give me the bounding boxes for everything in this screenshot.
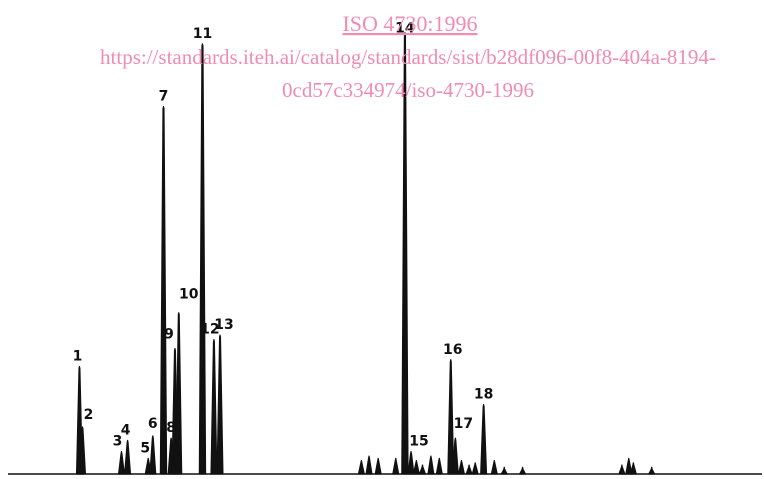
peak-label-17: 17 — [454, 416, 473, 432]
peak-11 — [198, 43, 207, 475]
minor-peak-6 — [418, 464, 426, 475]
minor-peak-4 — [392, 457, 400, 475]
minor-peak-14 — [519, 466, 527, 475]
peak-label-6: 6 — [148, 416, 158, 432]
minor-peak-10 — [465, 464, 473, 475]
peak-label-14: 14 — [395, 21, 415, 37]
peak-label-13: 13 — [214, 317, 233, 333]
peak-4 — [124, 439, 132, 475]
peak-2 — [79, 426, 87, 475]
peak-10 — [175, 312, 183, 475]
watermark: ISO 4730:1996 https://standards.iteh.ai/… — [100, 11, 716, 102]
peak-17 — [451, 437, 459, 475]
peak-label-16: 16 — [443, 342, 462, 358]
peak-label-3: 3 — [113, 434, 123, 450]
peak-12 — [210, 339, 218, 475]
peak-label-12: 12 — [200, 322, 219, 338]
watermark-url-line1[interactable]: https://standards.iteh.ai/catalog/standa… — [100, 45, 716, 69]
peak-label-9: 9 — [164, 327, 174, 343]
minor-peak-5 — [412, 459, 420, 475]
minor-peak-15 — [618, 464, 626, 475]
minor-peak-8 — [435, 457, 443, 475]
minor-peak-1 — [357, 459, 365, 475]
minor-peak-12 — [490, 459, 498, 475]
peak-7 — [159, 106, 168, 475]
minor-peak-17 — [629, 462, 637, 475]
peak-label-8: 8 — [166, 420, 176, 436]
peak-18 — [480, 403, 488, 475]
peak-15 — [407, 451, 415, 475]
peak-label-7: 7 — [159, 89, 169, 105]
minor-peak-9 — [457, 459, 465, 475]
peak-label-10: 10 — [179, 287, 199, 303]
trace-layer — [75, 32, 656, 475]
minor-peak-13 — [500, 466, 508, 475]
minor-peak-18 — [648, 466, 656, 475]
peak-label-1: 1 — [73, 348, 83, 364]
minor-peak-3 — [374, 457, 382, 475]
peak-13 — [216, 334, 224, 475]
peak-6 — [149, 435, 157, 475]
peak-label-15: 15 — [409, 434, 428, 450]
minor-peak-7 — [427, 455, 435, 475]
peak-3 — [117, 451, 125, 475]
peak-label-4: 4 — [121, 422, 131, 438]
peak-label-11: 11 — [193, 26, 212, 42]
minor-peak-11 — [471, 462, 479, 475]
minor-peak-2 — [365, 455, 373, 475]
watermark-title[interactable]: ISO 4730:1996 — [342, 11, 477, 36]
peak-label-5: 5 — [140, 440, 150, 456]
watermark-url-line2[interactable]: 0cd57c334974/iso-4730-1996 — [282, 78, 534, 102]
peak-14 — [401, 32, 409, 475]
peak-label-2: 2 — [84, 407, 94, 423]
peak-label-18: 18 — [474, 387, 493, 403]
